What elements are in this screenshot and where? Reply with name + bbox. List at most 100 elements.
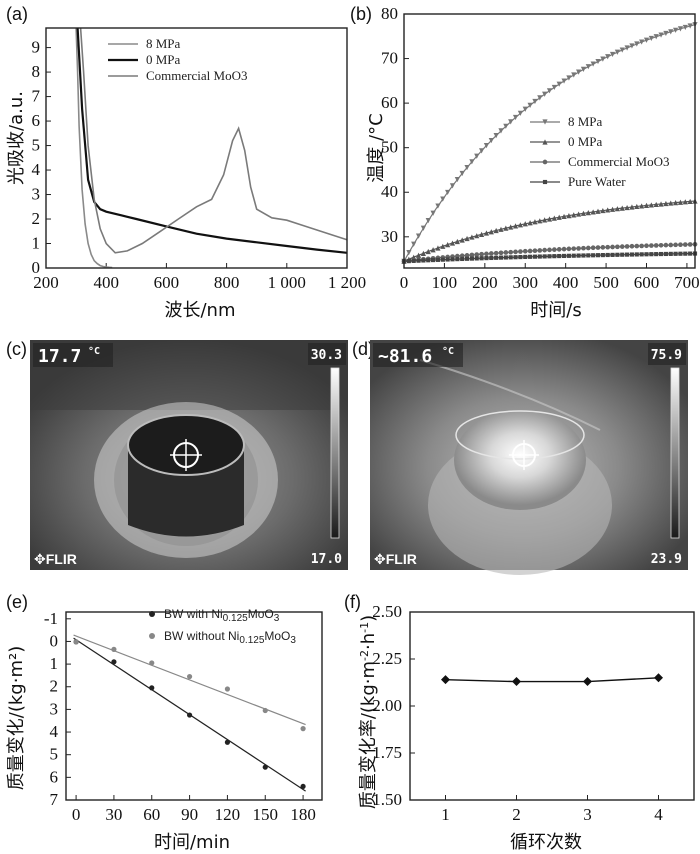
panel-label-e: (e) — [6, 592, 28, 612]
x-tick-label: 500 — [593, 273, 619, 292]
data-point — [224, 739, 231, 745]
panel-label-a: (a) — [6, 4, 28, 24]
data-point — [474, 233, 480, 239]
y-tick-label: 6 — [32, 111, 41, 130]
data-point — [634, 243, 640, 249]
data-point — [576, 246, 581, 251]
data-point — [619, 205, 625, 211]
data-point — [459, 237, 465, 243]
data-point — [634, 203, 640, 210]
data-point — [474, 256, 479, 261]
x-tick-label: 120 — [215, 805, 241, 824]
plot-frame — [65, 611, 323, 801]
data-point — [469, 256, 474, 261]
data-point — [663, 242, 669, 248]
data-point — [644, 252, 649, 257]
data-point — [542, 217, 548, 223]
flir-logo: ✥FLIR — [374, 551, 417, 567]
data-point — [673, 200, 679, 206]
data-point — [561, 253, 567, 259]
data-point — [440, 196, 446, 202]
data-point — [464, 164, 470, 171]
data-point — [547, 247, 552, 253]
data-point — [629, 252, 635, 257]
data-point — [484, 251, 489, 257]
data-point — [561, 246, 567, 252]
data-point — [445, 257, 450, 262]
data-point — [537, 254, 542, 259]
data-point — [624, 244, 630, 249]
y-tick-label: 50 — [381, 138, 398, 157]
data-point — [571, 253, 576, 258]
data-point — [687, 23, 693, 29]
legend-label: Commercial MoO3 — [568, 154, 669, 169]
x-tick-label: 300 — [513, 273, 539, 292]
data-point — [682, 242, 688, 247]
data-point — [542, 254, 547, 259]
data-point — [523, 254, 528, 260]
data-point — [654, 252, 659, 257]
data-point — [556, 214, 562, 220]
data-point — [542, 159, 548, 165]
panel-label-f: (f) — [344, 592, 361, 612]
y-tick-label: 2.25 — [372, 649, 402, 668]
data-point — [629, 43, 635, 49]
data-point — [542, 119, 548, 125]
data-point — [512, 223, 519, 229]
data-point — [441, 675, 450, 685]
plot-frame — [45, 27, 348, 269]
y-tick-label: 80 — [381, 4, 398, 23]
data-point — [435, 245, 441, 251]
hot-spot — [454, 410, 586, 510]
data-point — [663, 251, 668, 257]
data-point — [678, 242, 683, 248]
data-point — [634, 41, 640, 47]
y-tick-label: 1.50 — [372, 790, 402, 809]
data-point — [503, 225, 509, 231]
data-point — [643, 37, 650, 43]
data-point — [595, 58, 601, 65]
data-point — [484, 256, 489, 261]
data-point — [561, 213, 567, 220]
y-tick-label: 2 — [32, 209, 41, 228]
x-tick-label: 0 — [72, 805, 81, 824]
data-point — [479, 251, 484, 257]
data-point — [595, 253, 601, 258]
data-point — [415, 233, 422, 239]
data-point — [469, 159, 475, 165]
y-tick-label: 0 — [32, 258, 41, 277]
x-tick-label: 600 — [154, 273, 180, 292]
data-point — [551, 215, 557, 221]
data-point — [421, 258, 426, 263]
data-point — [615, 244, 620, 250]
data-point — [683, 251, 688, 256]
data-point — [528, 254, 533, 259]
data-point — [527, 248, 533, 254]
y-tick-label: 40 — [381, 182, 398, 201]
data-point — [420, 225, 426, 231]
y-axis-label: 光吸收/a.u. — [6, 91, 27, 185]
y-tick-label: 7 — [32, 87, 41, 106]
data-point — [111, 646, 117, 652]
flir-logo: ✥FLIR — [34, 551, 77, 567]
data-point — [590, 61, 596, 67]
thermal-image-d: (d) ~81.6 °C 75.9 23.9 ✥FLIR — [352, 339, 688, 575]
data-point — [571, 212, 577, 218]
data-point — [425, 218, 431, 224]
data-point — [687, 242, 693, 247]
data-point — [449, 240, 456, 246]
data-point — [149, 685, 155, 691]
data-point — [682, 24, 688, 31]
temperature-readout: 17.7 — [38, 346, 81, 367]
panel-label-c: (c) — [6, 339, 27, 359]
y-tick-label: 2.00 — [372, 696, 402, 715]
y-tick-label: 70 — [381, 49, 398, 68]
y-tick-label: 0 — [50, 631, 59, 650]
y-tick-label: 2.50 — [372, 602, 402, 621]
data-point — [566, 253, 571, 258]
data-point — [610, 252, 615, 257]
y-tick-label: 2 — [50, 677, 59, 696]
chart-b: (b) 温度 /°C 时间/s 0 100 200 300 400 500 600 700 30… — [350, 4, 700, 321]
data-point — [450, 257, 455, 262]
data-point — [445, 189, 451, 196]
